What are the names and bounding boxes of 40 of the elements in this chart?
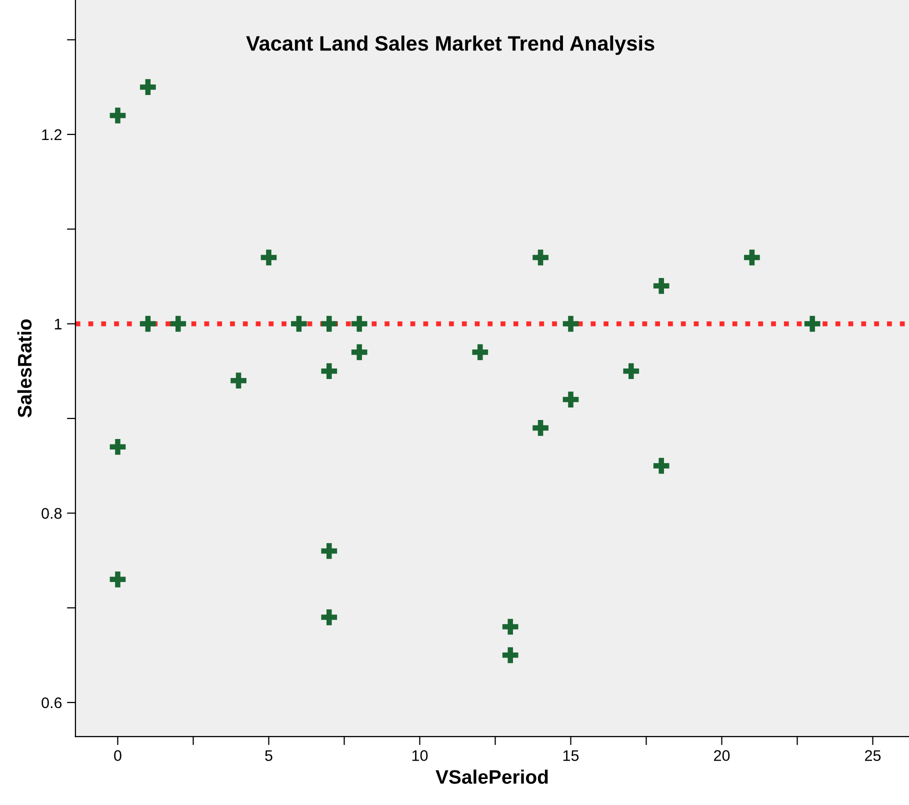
x-tick-label: 0 [114, 750, 122, 761]
point [110, 571, 126, 588]
point [653, 278, 670, 294]
x-axis-title: VSalePeriod [436, 770, 548, 784]
point [110, 108, 126, 124]
text: Vacant Land Sales Market Trend Analysis [246, 35, 654, 55]
point [170, 316, 186, 332]
point [260, 250, 277, 266]
point [502, 618, 518, 635]
point [351, 344, 368, 360]
x-tick-label: 15 [563, 750, 579, 761]
point [804, 316, 820, 332]
x-tick-label: 25 [865, 750, 881, 761]
x-tick-label: 20 [714, 750, 730, 761]
point [321, 609, 338, 626]
x-tick-label: 5 [265, 750, 272, 761]
point [532, 250, 548, 266]
point [562, 392, 579, 408]
point [321, 543, 338, 559]
point [291, 316, 307, 332]
point [562, 316, 579, 332]
y-tick-label: 1 [54, 318, 62, 330]
point [230, 372, 246, 389]
point [351, 316, 368, 332]
point [140, 79, 156, 96]
y-tick-label: 0.6 [42, 697, 62, 708]
point [321, 363, 338, 380]
point [472, 344, 488, 360]
point [744, 250, 760, 266]
point [502, 647, 518, 664]
point [110, 438, 126, 455]
y-tick-label: 0.8 [42, 508, 62, 519]
point [623, 363, 640, 380]
point [653, 458, 670, 474]
x-tick-label: 10 [412, 750, 428, 761]
y-tick-label: 1.2 [42, 129, 62, 140]
point [532, 420, 548, 436]
point [321, 316, 338, 332]
point [140, 316, 156, 332]
y-axis-title: SalesRatio [17, 319, 32, 418]
